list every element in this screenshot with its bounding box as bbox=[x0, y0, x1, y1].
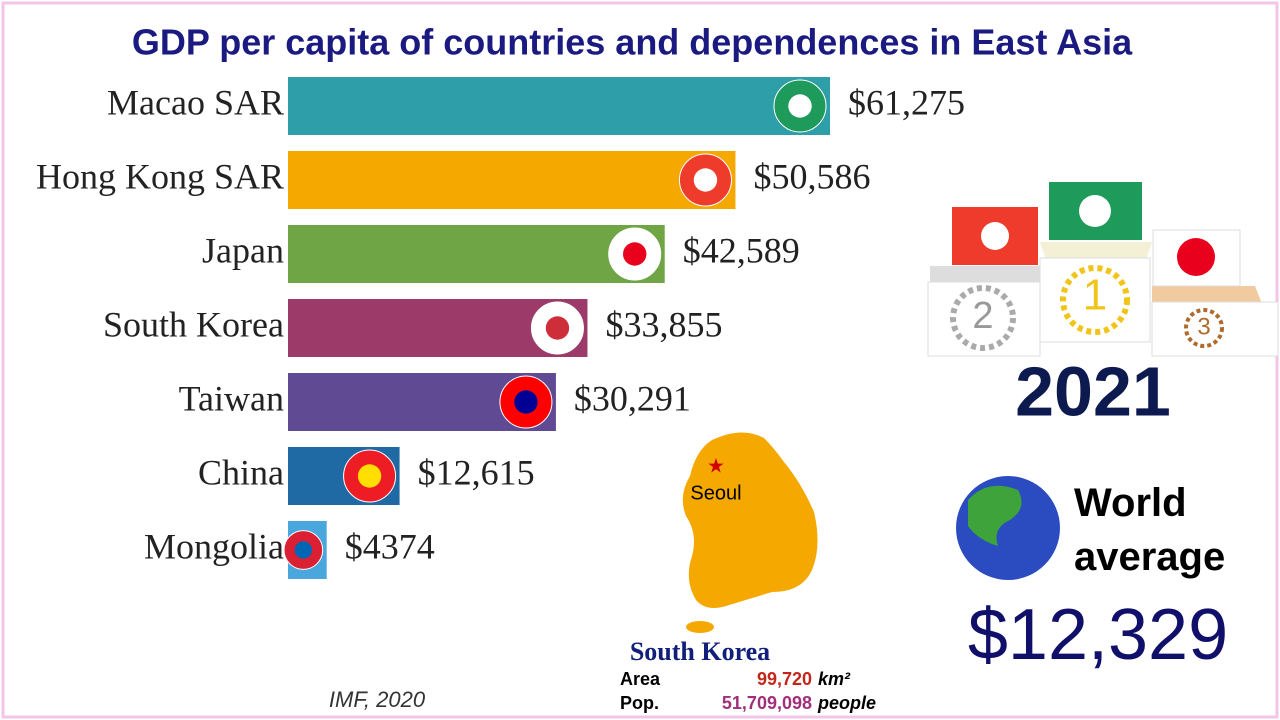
chart-title: GDP per capita of countries and dependen… bbox=[132, 22, 1133, 63]
flag-emblem bbox=[788, 94, 812, 118]
flag-emblem bbox=[294, 541, 313, 559]
value-label: $42,589 bbox=[683, 230, 800, 270]
world-average-value: $12,329 bbox=[968, 595, 1228, 675]
bar bbox=[288, 225, 665, 283]
capital-star: ★ bbox=[707, 455, 725, 477]
flag-emblem bbox=[545, 316, 570, 340]
source: IMF, 2020 bbox=[329, 687, 426, 712]
jeju bbox=[686, 621, 714, 633]
podium-rank: 2 bbox=[972, 295, 993, 337]
flag-emblem bbox=[514, 390, 538, 414]
value-label: $30,291 bbox=[574, 378, 691, 418]
podium-rank: 3 bbox=[1197, 313, 1210, 340]
world-average-label: World average bbox=[1074, 481, 1226, 579]
category-label: Hong Kong SAR bbox=[36, 156, 284, 196]
category-label: China bbox=[198, 452, 284, 492]
podium-rank: 1 bbox=[1083, 271, 1107, 320]
pop-unit: people bbox=[817, 693, 876, 713]
area-value: 99,720 bbox=[757, 669, 812, 689]
value-label: $61,275 bbox=[848, 82, 965, 122]
capital-label: Seoul bbox=[690, 482, 741, 504]
pop-value: 51,709,098 bbox=[722, 693, 812, 713]
category-label: Taiwan bbox=[179, 378, 284, 418]
area-unit: km² bbox=[818, 669, 851, 689]
pop-label: Pop. bbox=[620, 693, 659, 713]
flag-emblem bbox=[623, 242, 647, 266]
globe-land bbox=[968, 485, 1022, 546]
category-label: South Korea bbox=[103, 304, 284, 344]
value-label: $4374 bbox=[345, 526, 435, 566]
category-label: Macao SAR bbox=[107, 82, 284, 122]
year: 2021 bbox=[1015, 352, 1171, 430]
podium bbox=[927, 182, 1279, 357]
category-label: Mongolia bbox=[144, 526, 284, 566]
flag-emblem bbox=[357, 464, 382, 488]
area-label: Area bbox=[620, 669, 661, 689]
category-label: Japan bbox=[202, 230, 284, 270]
map-country: South Korea bbox=[630, 637, 770, 666]
value-label: $50,586 bbox=[753, 156, 870, 196]
bar bbox=[288, 77, 830, 135]
value-label: $12,615 bbox=[418, 452, 535, 492]
bar bbox=[288, 151, 736, 209]
flag-emblem bbox=[693, 168, 718, 192]
korea-map bbox=[682, 432, 818, 608]
value-label: $33,855 bbox=[605, 304, 722, 344]
